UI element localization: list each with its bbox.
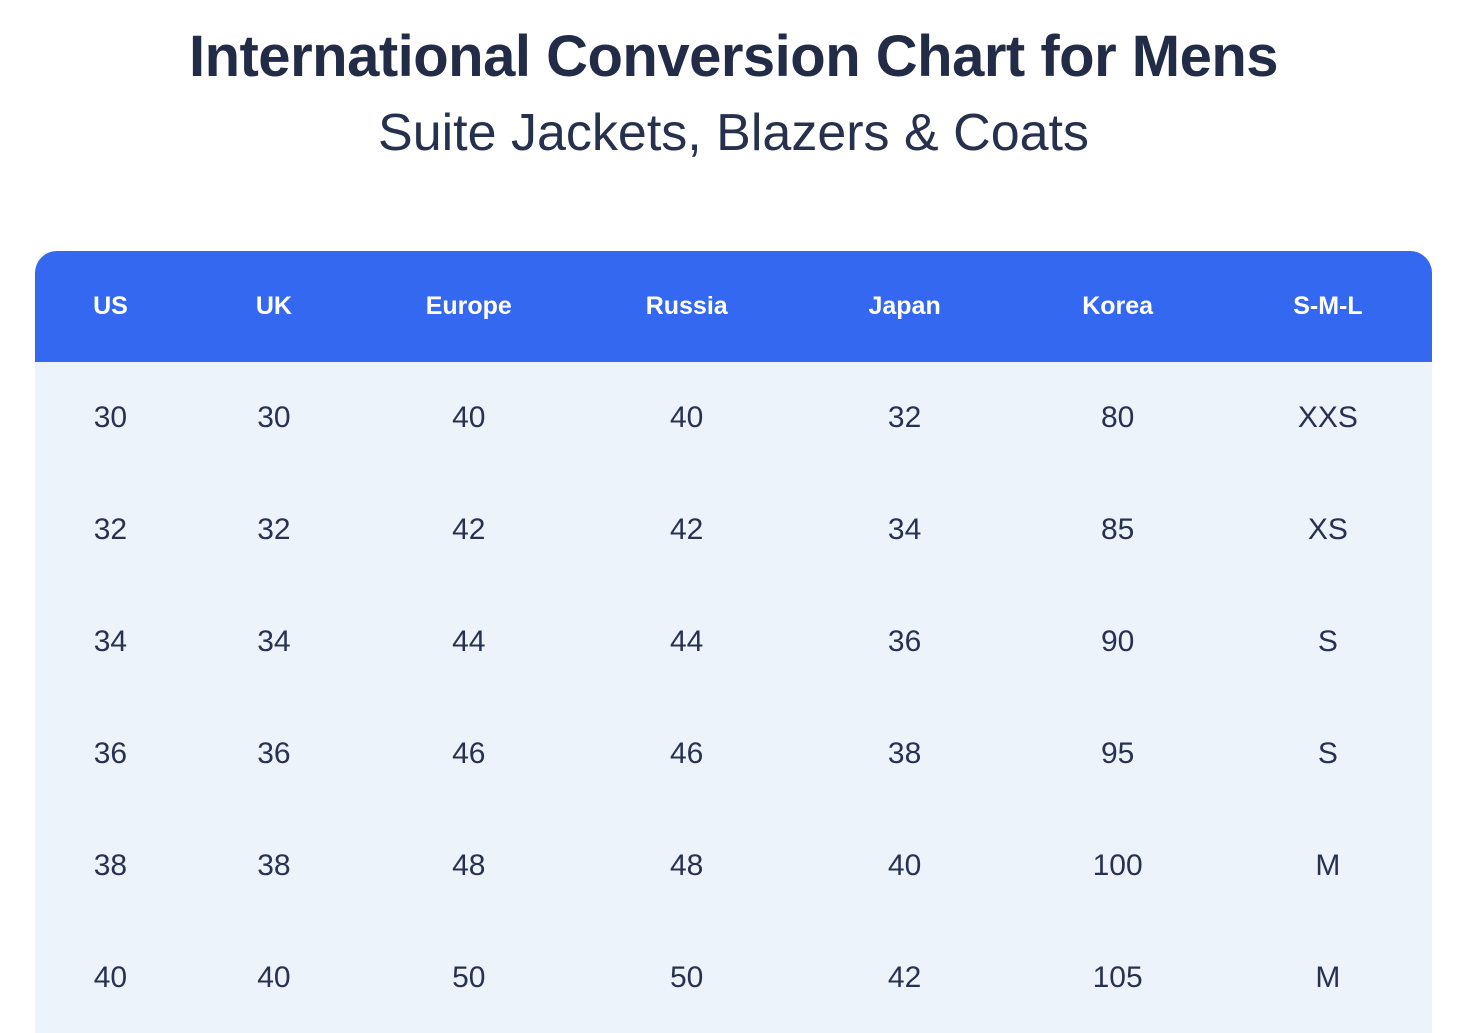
table-row: 30 30 40 40 32 80 XXS [35,362,1432,475]
table-cell: XS [1223,474,1432,587]
table-cell: 36 [35,698,186,811]
table-cell: M [1223,810,1432,923]
table-cell: 34 [35,586,186,699]
table-row: 38 38 48 48 40 100 M [35,810,1432,923]
table-cell: 40 [185,922,362,1033]
column-header-korea: Korea [1011,251,1224,363]
table-cell: 34 [185,586,362,699]
table-cell: 42 [797,922,1012,1033]
table-cell: 100 [1011,810,1224,923]
table-cell: 40 [575,362,798,475]
table-cell: 44 [575,586,798,699]
table-cell: S [1223,586,1432,699]
table-body: 30 30 40 40 32 80 XXS 32 32 42 42 34 85 XS 34 34 44 44 36 9… [35,362,1432,1033]
table-cell: XXS [1223,362,1432,475]
column-header-russia: Russia [575,251,798,363]
table-cell: 48 [361,810,576,923]
table-cell: 50 [575,922,798,1033]
table-cell: 30 [185,362,362,475]
table-cell: 46 [361,698,576,811]
table-cell: 44 [361,586,576,699]
table-cell: 40 [797,810,1012,923]
table-row: 36 36 46 46 38 95 S [35,698,1432,811]
table-cell: 36 [797,586,1012,699]
column-header-us: US [35,251,186,363]
table-cell: 38 [185,810,362,923]
table-row: 40 40 50 50 42 105 M [35,922,1432,1033]
table-cell: 32 [185,474,362,587]
table-cell: 32 [797,362,1012,475]
table-cell: 32 [35,474,186,587]
table-cell: M [1223,922,1432,1033]
table-cell: 42 [361,474,576,587]
table-header-row: US UK Europe Russia Japan Korea S-M-L [35,251,1432,363]
table-cell: 105 [1011,922,1224,1033]
table-cell: 42 [575,474,798,587]
table-cell: 80 [1011,362,1224,475]
table-cell: 48 [575,810,798,923]
table-cell: 40 [361,362,576,475]
page-header: International Conversion Chart for Mens … [0,0,1467,167]
table-cell: 30 [35,362,186,475]
table-cell: 38 [797,698,1012,811]
column-header-japan: Japan [797,251,1012,363]
column-header-europe: Europe [361,251,576,363]
table-cell: 95 [1011,698,1224,811]
table-row: 32 32 42 42 34 85 XS [35,474,1432,587]
table-cell: 38 [35,810,186,923]
table-cell: 46 [575,698,798,811]
table-cell: 85 [1011,474,1224,587]
column-header-uk: UK [185,251,362,363]
conversion-table-container: US UK Europe Russia Japan Korea S-M-L 30… [35,251,1432,1033]
table-cell: S [1223,698,1432,811]
conversion-table: US UK Europe Russia Japan Korea S-M-L 30… [35,251,1432,1033]
table-cell: 40 [35,922,186,1033]
table-cell: 34 [797,474,1012,587]
table-row: 34 34 44 44 36 90 S [35,586,1432,699]
page-subtitle: Suite Jackets, Blazers & Coats [378,103,1089,162]
table-cell: 90 [1011,586,1224,699]
table-cell: 36 [185,698,362,811]
column-header-sml: S-M-L [1223,251,1432,363]
page-title: International Conversion Chart for Mens [188,24,1279,89]
table-cell: 50 [361,922,576,1033]
